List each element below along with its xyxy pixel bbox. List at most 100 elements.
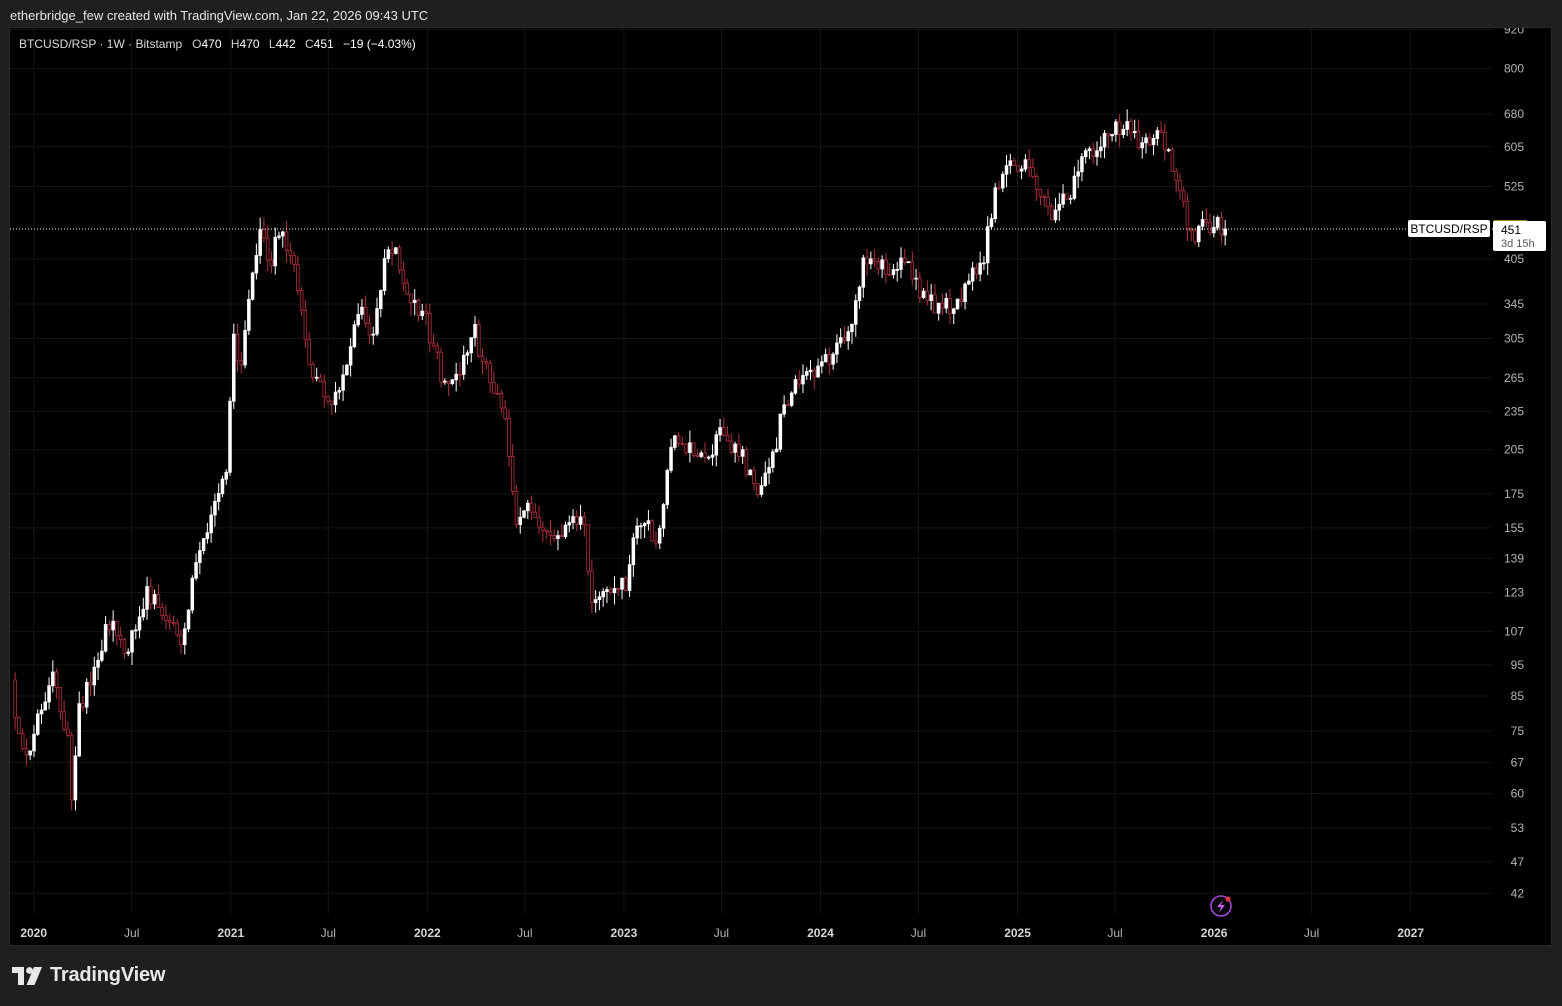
- candle: [544, 529, 549, 540]
- candle: [458, 361, 462, 387]
- lightning-icon[interactable]: [1210, 895, 1232, 917]
- candle-body: [872, 258, 877, 263]
- candle: [1114, 119, 1118, 142]
- candle: [1083, 147, 1088, 164]
- candle: [548, 520, 553, 546]
- candle-body: [243, 329, 247, 366]
- candle: [914, 268, 918, 290]
- candle-body: [657, 527, 662, 544]
- candle-body: [857, 286, 862, 302]
- candle: [1193, 227, 1197, 246]
- candle: [179, 629, 183, 654]
- candle: [243, 320, 247, 369]
- candle: [627, 554, 632, 597]
- candle-body: [145, 586, 149, 610]
- candle: [1080, 152, 1084, 182]
- candle: [740, 445, 745, 464]
- candle: [337, 386, 342, 400]
- candle-body: [789, 392, 794, 406]
- candle: [480, 347, 485, 375]
- candle-body: [850, 323, 854, 333]
- candle-body: [771, 451, 775, 468]
- candle-body: [793, 379, 798, 394]
- candle-body: [853, 300, 858, 325]
- candle: [985, 216, 990, 276]
- candle: [786, 400, 790, 407]
- candle-body: [1016, 164, 1020, 172]
- candle-body: [164, 615, 168, 621]
- candle-body: [92, 666, 97, 686]
- candle: [322, 374, 326, 408]
- candle-body: [740, 449, 745, 457]
- candle-body: [891, 269, 896, 275]
- candle-body: [982, 262, 986, 265]
- candle: [1178, 173, 1182, 200]
- candle: [918, 271, 922, 303]
- candle: [657, 525, 662, 550]
- candle-body: [1019, 168, 1024, 172]
- candlestick-chart[interactable]: 920 800 680 605 525 405 345 305 265 235 205 175 155 1…: [10, 28, 1551, 945]
- candle: [201, 537, 206, 555]
- candle: [631, 533, 636, 577]
- candle-body: [84, 681, 89, 708]
- candle: [831, 351, 835, 370]
- price-axis[interactable]: 920 800 680 605 525 405 345 305 265 235 205 175 155 1…: [1504, 28, 1524, 900]
- candle-body: [624, 577, 628, 591]
- candle-body: [1023, 159, 1028, 170]
- candle-body: [544, 529, 549, 533]
- candle-body: [318, 376, 323, 383]
- candle: [1159, 121, 1163, 134]
- candle-body: [216, 493, 221, 502]
- candle: [880, 255, 884, 278]
- candle: [846, 326, 850, 350]
- candle: [1046, 188, 1050, 216]
- candle-body: [906, 261, 911, 264]
- candle: [330, 400, 334, 416]
- candle: [940, 293, 945, 315]
- candle-body: [88, 681, 93, 686]
- candle-body: [1114, 121, 1118, 135]
- candle-body: [461, 354, 466, 375]
- time-axis[interactable]: 2020 Jul 2021 Jul 2022 Jul 2023 Jul 2024 Jul 2025 J…: [20, 926, 1424, 940]
- candle-body: [382, 258, 387, 291]
- candle: [1140, 136, 1145, 159]
- candle-body: [646, 520, 651, 525]
- candle: [284, 221, 289, 263]
- tradingview-logo[interactable]: TradingView: [12, 964, 165, 987]
- candle: [838, 328, 843, 348]
- candle: [435, 342, 440, 359]
- candle-body: [974, 267, 979, 275]
- chart-pane[interactable]: 920 800 680 605 525 405 345 305 265 235 205 175 155 1…: [9, 27, 1552, 946]
- candle-body: [835, 342, 839, 355]
- candle: [1125, 109, 1129, 137]
- candle-body: [126, 651, 130, 654]
- candle: [397, 244, 402, 275]
- candle-body: [744, 449, 749, 476]
- candle-body: [390, 249, 394, 254]
- price-tick-label: 85: [1511, 689, 1525, 703]
- candle: [96, 652, 100, 681]
- candle: [379, 289, 383, 318]
- price-tick-label: 175: [1504, 487, 1524, 501]
- candle: [1050, 203, 1054, 221]
- candle: [714, 430, 719, 467]
- candle-body: [1091, 148, 1095, 158]
- candle-body: [1136, 131, 1141, 149]
- candle: [642, 522, 647, 538]
- candle-body: [616, 587, 621, 590]
- candle: [899, 247, 903, 279]
- candle-body: [876, 261, 881, 270]
- candle: [575, 509, 579, 532]
- candle-body: [586, 524, 590, 572]
- candle: [1215, 215, 1220, 231]
- candle: [164, 604, 168, 630]
- candle-body: [612, 587, 617, 594]
- candle: [126, 648, 130, 657]
- candle-body: [1219, 217, 1224, 236]
- time-tick-label: 2021: [217, 926, 244, 940]
- candle-body: [963, 283, 967, 303]
- candle: [186, 608, 191, 633]
- candle-body: [518, 516, 523, 525]
- candle: [386, 246, 391, 263]
- price-tick-label: 67: [1511, 756, 1525, 770]
